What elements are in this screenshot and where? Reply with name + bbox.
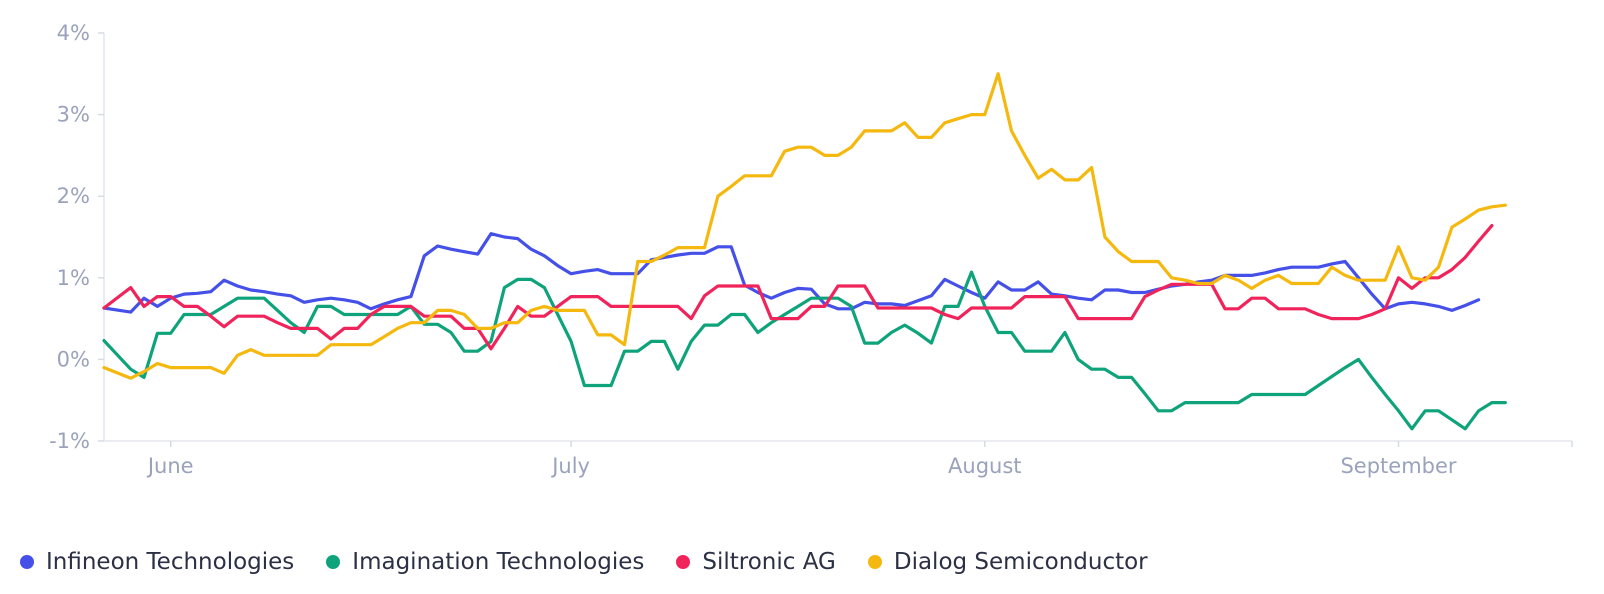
infineon-legend-dot-icon [20,555,34,569]
legend-item-dialog[interactable]: Dialog Semiconductor [867,549,1148,575]
series-line-dialog [102,72,1507,380]
legend-label-dialog: Dialog Semiconductor [893,549,1148,575]
legend-item-siltronic[interactable]: Siltronic AG [676,549,836,575]
y-tick-label: 3% [57,103,90,127]
siltronic-legend-dot-icon [676,555,691,569]
y-tick-label: 4% [57,21,90,45]
legend-label-infineon: Infineon Technologies [46,549,295,575]
y-tick-label: 1% [57,266,90,290]
legend-label-imagination: Imagination Technologies [352,549,645,575]
y-tick-label: 0% [57,347,90,371]
series-line-imagination [102,270,1507,431]
x-tick-label: June [146,454,194,478]
series-line-siltronic [102,224,1494,351]
line-chart: 4% 3% 2% 1% 0% -1% June July August September [49,21,1573,478]
legend-label-siltronic: Siltronic AG [702,549,836,575]
y-tick-label: 2% [57,184,90,208]
x-tick-label: September [1340,454,1456,478]
y-tick-label: -1% [49,429,90,453]
x-tick-label: July [550,454,590,478]
axes: 4% 3% 2% 1% 0% -1% June July August September [49,21,1573,478]
series-lines [102,72,1507,431]
x-tick-label: August [948,454,1022,478]
imagination-legend-dot-icon [326,555,341,569]
legend: Infineon Technologies Imagination Techno… [20,544,1148,580]
series-line-infineon [102,232,1481,314]
legend-item-imagination[interactable]: Imagination Technologies [326,549,644,575]
dialog-legend-dot-icon [867,555,882,569]
legend-item-infineon[interactable]: Infineon Technologies [20,549,294,575]
